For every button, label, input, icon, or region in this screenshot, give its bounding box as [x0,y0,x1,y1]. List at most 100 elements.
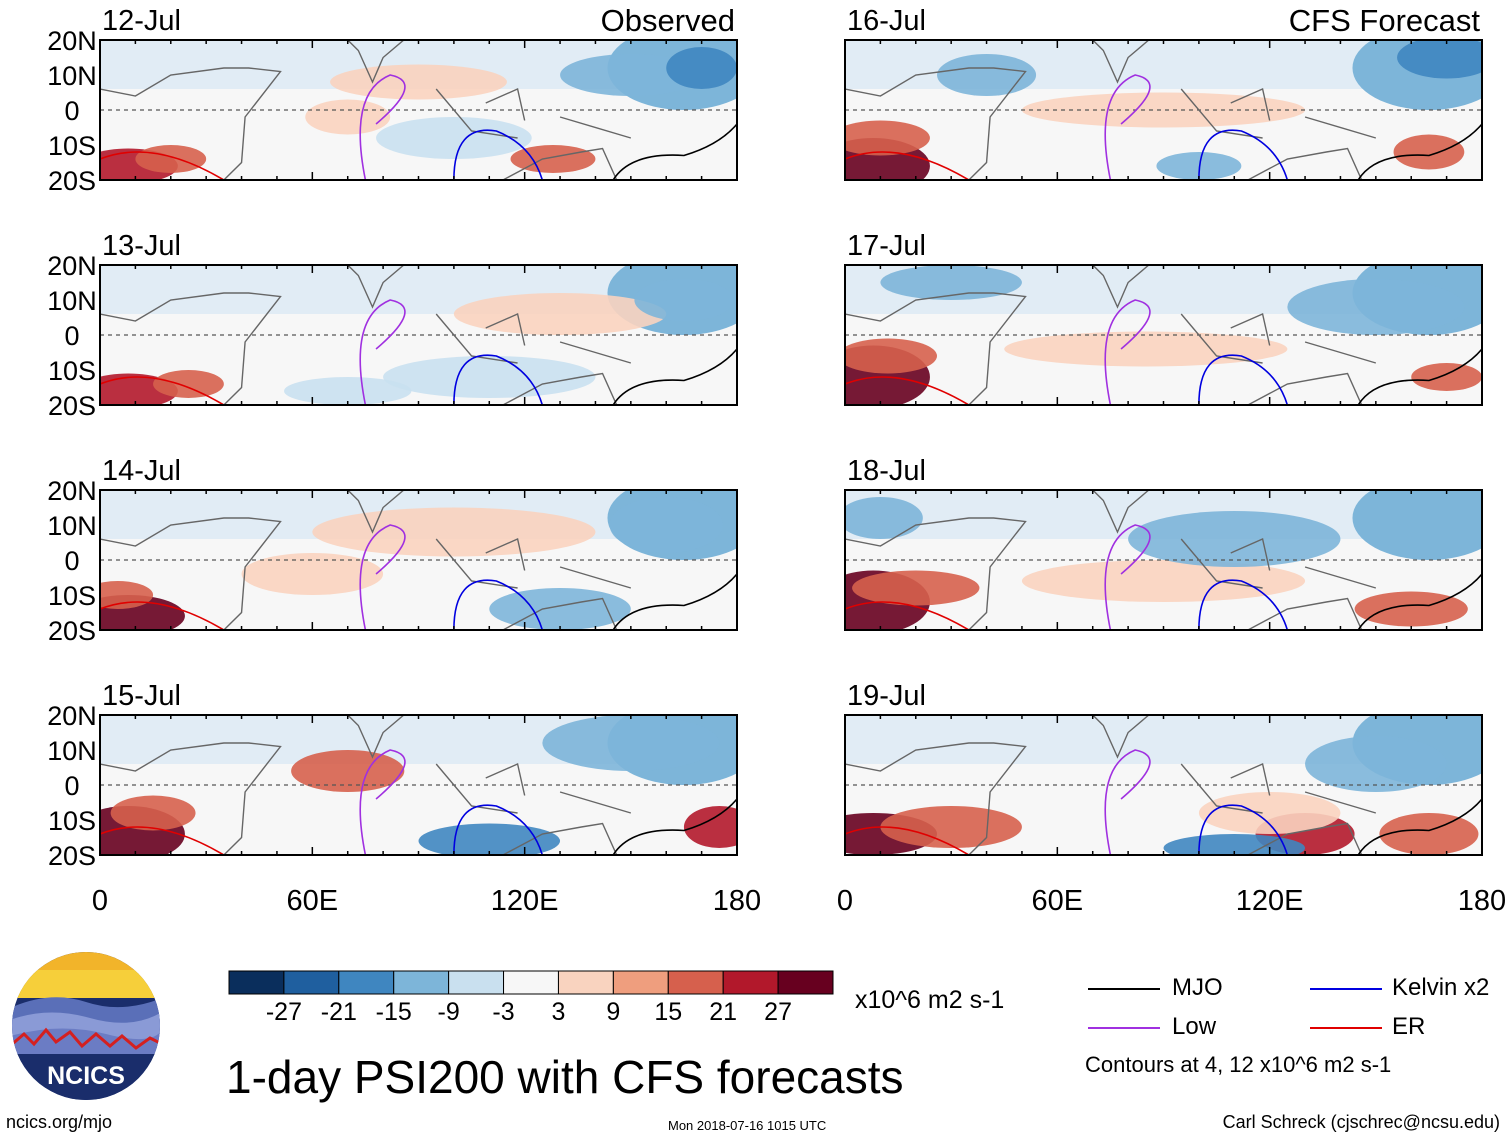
coastline-maritime [435,538,632,589]
contour-low [1104,749,1151,855]
coastline-india [1091,40,1150,84]
field-blob [1393,134,1465,170]
y-tick-label: 20S [48,616,96,646]
field-blob [845,497,923,539]
x-tick-label: 0 [92,885,108,917]
column-header: Observed [601,3,735,38]
coastline-australia [1246,822,1363,855]
footer-author: Carl Schreck (cjschrec@ncsu.edu) [1222,1112,1500,1132]
contour-er [845,826,970,855]
field-blob [284,377,412,405]
colorbar-tick-label: 21 [709,998,738,1026]
field-blob [845,120,930,156]
colorbar-box [777,970,834,995]
contour-er [100,151,225,180]
coastline-australia [501,822,618,855]
y-tick-label: 0 [64,546,79,576]
coastline-australia [1246,597,1363,630]
field-blob [110,795,196,831]
field-blob [376,117,532,159]
colorbar-box [503,970,559,995]
x-tick-label: 120E [491,885,559,917]
contour-mjo [1357,348,1482,405]
contour-low [1104,524,1151,630]
coastline-india [1091,265,1150,309]
coastline-maritime [1180,763,1377,814]
coastline-india [1091,490,1150,534]
colorbar-box [722,970,779,995]
legend-line-kelvin [1310,988,1382,990]
colorbar-box [393,970,450,995]
coastline-africa [100,517,282,630]
panel-field [100,715,737,855]
panel-field [845,265,1482,405]
panel-field [100,40,737,180]
colorbar-tick-label: -27 [265,998,302,1026]
coastline-africa [845,517,1027,630]
contour-mjo [612,348,737,405]
legend-label-er: ER [1392,1013,1426,1040]
panel-date: 14-Jul [102,455,181,487]
y-tick-label: 10N [47,511,97,541]
coastline-india [346,715,405,759]
field-blob [852,570,980,606]
colorbar-box [448,970,505,995]
column-header: CFS Forecast [1289,3,1481,38]
coastline-maritime [435,763,632,814]
field-blob-blue [1352,490,1482,560]
field-blob [1305,736,1447,792]
colorbar-tick-label: 3 [551,998,566,1026]
y-tick-label: 10S [48,806,96,836]
x-tick-label: 120E [1236,885,1304,917]
y-tick-label: 10N [47,286,97,316]
y-tick-label: 10S [48,131,96,161]
contour-mjo [612,798,737,855]
field-blob [1354,591,1468,627]
colorbar-box [283,970,340,995]
panel-field [845,40,1482,180]
y-tick-label: 20S [48,391,96,421]
coastline-australia [1246,372,1363,405]
field-blob [542,715,720,771]
colorbar-tick-label: 27 [764,998,792,1026]
colorbar-box [612,970,669,995]
field-blob [383,356,596,398]
contour-kelvin [1198,354,1289,405]
y-tick-label: 20S [48,841,96,871]
map-panel: 16-Jul [844,5,1483,181]
contour-low [359,524,406,630]
x-tick-label: 180 [1458,885,1506,917]
contour-mjo [1357,798,1482,855]
contour-kelvin [1198,804,1289,855]
contour-mjo [612,123,737,180]
x-tick-label: 60E [287,885,339,917]
field-blob [312,507,596,557]
coastline-maritime [1180,538,1377,589]
y-tick-label: 0 [64,96,79,126]
panel-date: 17-Jul [847,230,926,262]
y-tick-label: 20S [48,166,96,196]
contour-er [100,826,225,855]
contour-er [845,376,970,405]
panel-field [100,490,737,630]
x-tick-label: 60E [1032,885,1084,917]
panel-date: 18-Jul [847,455,926,487]
coastline-africa [100,67,282,180]
y-tick-label: 0 [64,771,79,801]
field-blob [241,553,384,595]
field-blob [880,265,1022,300]
map-panel: 18-Jul [844,455,1483,631]
main-title: 1-day PSI200 with CFS forecasts [226,1051,904,1103]
contour-mjo [612,573,737,630]
field-blob [153,370,224,398]
field-blob [634,279,734,321]
colorbar-tick-label: -21 [320,998,357,1026]
colorbar-box [228,970,285,995]
contour-er [100,376,225,405]
legend-label-low: Low [1172,1013,1217,1040]
panel-date: 19-Jul [847,680,926,712]
colorbar-tick-label: 15 [654,998,683,1026]
ncics-logo: NCICS [12,952,160,1100]
